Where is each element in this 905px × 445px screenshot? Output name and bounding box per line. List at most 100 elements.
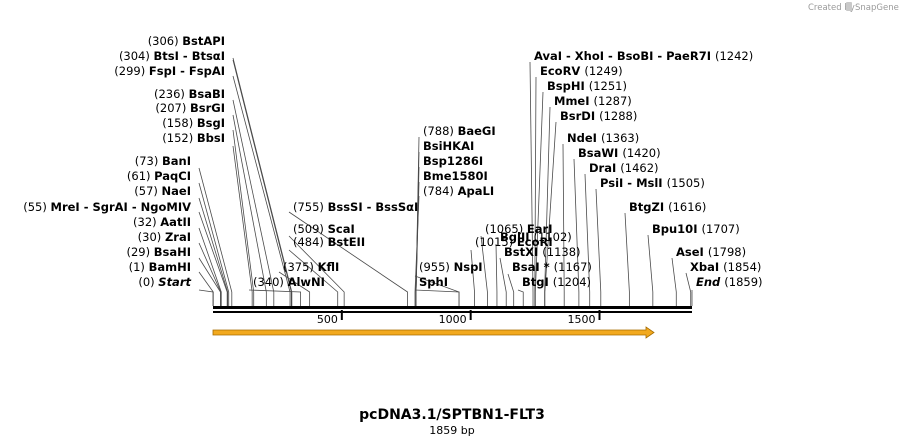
site-label: (484) BstEII [293,235,365,249]
site-position: (1) [129,260,149,274]
site-name: BsaWI [578,146,622,160]
site-name: BanI [162,154,191,168]
site-position: (1287) [594,94,632,108]
connector-line [248,289,302,306]
site-position: (755) [293,200,328,214]
site-name: KflI [318,260,340,274]
connector-line [414,195,420,306]
site-label: BsrDI (1288) [560,109,637,123]
site-label: (152) BbsI [162,131,225,145]
site-name: EcoRV [540,64,584,78]
connector-line [517,289,524,306]
site-name: AvaI - XhoI - BsoBI - PaeR7I [534,49,715,63]
site-position: (1854) [723,260,761,274]
site-position: (30) [138,230,165,244]
connector-line [529,61,534,306]
site-label: Bme1580I [423,169,488,183]
site-label: DraI (1462) [589,161,659,175]
site-name: DraI [589,161,620,175]
credit-brand: SnapGene [855,3,899,13]
site-position: (1363) [601,131,639,145]
site-position: (340) [253,275,288,289]
site-name: Bpu10I [652,222,701,236]
site-name: SphI [419,275,448,289]
connector-line [288,211,408,306]
site-label: (29) BsaHI [126,245,191,259]
site-position: (1242) [715,49,753,63]
site-name: End [696,275,724,289]
site-label: PsiI - MslI (1505) [600,176,705,190]
site-label: XbaI (1854) [690,260,761,274]
site-label: (1015) EcoRI [475,235,553,249]
site-label: (73) BanI [135,154,191,168]
site-name: EarI [527,222,553,236]
site-label: BsaWI (1420) [578,146,661,160]
site-name: Bme1580I [423,169,488,183]
site-label: BstXI (1138) [504,245,581,259]
connector-line [562,143,565,306]
site-name: BtgI [522,275,553,289]
ruler-tick [598,310,601,320]
site-position: (1251) [589,79,627,93]
snapgene-logo-icon [846,2,852,11]
site-name: AlwNI [288,275,325,289]
site-position: (484) [293,235,328,249]
map-length: 1859 bp [429,424,474,437]
site-label: NdeI (1363) [567,131,639,145]
site-label: (299) FspI - FspAI [114,64,225,78]
bottom-strand [213,311,692,313]
site-name: AatII [160,215,191,229]
connector-line [499,257,507,306]
connector-line [685,272,692,306]
site-label: End (1859) [696,275,763,289]
connector-line [198,167,233,306]
connector-line [507,273,515,306]
feature-arrow [212,326,655,339]
site-name: BspHI [547,79,589,93]
connector-line [232,114,267,306]
site-name: NspI [454,260,483,274]
site-position: (1249) [584,64,622,78]
site-label: AseI (1798) [676,245,746,259]
site-position: (61) [127,169,154,183]
connector-line [495,243,498,306]
ruler-tick [469,310,472,320]
site-name: BsiHKAI [423,139,474,153]
site-position: (57) [134,184,161,198]
site-position: (304) [119,49,154,63]
connector-line [288,249,339,306]
site-label: (1) BamHI [129,260,191,274]
site-position: (1798) [708,245,746,259]
connector-line [414,289,460,306]
site-label: (375) KflI [283,260,339,274]
site-position: (1065) [485,222,527,236]
connector-line [198,257,221,306]
site-name: BbsI [197,131,225,145]
site-position: (299) [114,64,149,78]
site-name: BssSI - BssSαI [328,200,419,214]
site-label: (340) AlwNI [253,275,325,289]
site-position: (152) [162,131,197,145]
site-labels: (306) BstAPI(304) BtsI - BtsαI(299) FspI… [23,34,762,289]
site-name: ZraI [165,230,191,244]
site-name: BstXI [504,245,542,259]
connector-line [198,182,230,306]
site-position: (29) [126,245,153,259]
map-title: pcDNA3.1/SPTBN1-FLT3 [359,407,545,423]
connector-line [624,212,630,306]
connector-line [198,197,229,306]
site-label: MmeI (1287) [554,94,632,108]
site-position: (1616) [668,200,706,214]
connector-line [671,257,677,306]
site-label: (306) BstAPI [148,34,225,48]
connector-lines [198,57,693,306]
ruler-tick [340,310,343,320]
site-position: (375) [283,260,318,274]
site-label: (30) ZraI [138,230,191,244]
site-position: (207) [155,101,190,115]
site-name: PsiI - MslI [600,176,667,190]
connector-line [573,158,580,306]
site-name: BsrDI [560,109,599,123]
site-name: NaeI [162,184,191,198]
